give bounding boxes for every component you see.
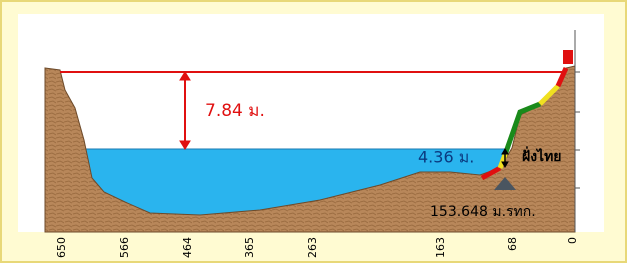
x-axis-label: 650 xyxy=(55,237,68,258)
bank-label: ฝั่งไทย xyxy=(522,146,562,165)
x-axis-label: 0 xyxy=(566,237,579,244)
x-axis-label: 163 xyxy=(434,237,447,258)
x-axis-label: 365 xyxy=(243,237,256,258)
x-axis-label: 566 xyxy=(118,237,131,258)
depth-label: 4.36 ม. xyxy=(418,148,474,167)
x-axis-label: 464 xyxy=(181,237,194,258)
bed-level-label: 153.648 ม.รทก. xyxy=(430,204,536,220)
freeboard-label: 7.84 ม. xyxy=(205,101,265,121)
x-axis-label: 263 xyxy=(306,237,319,258)
page: 7.84 ม. 4.36 ม. ฝั่งไทย 153.648 ม.รทก. 6… xyxy=(0,0,627,263)
marker xyxy=(563,50,573,64)
diagram: 7.84 ม. 4.36 ม. ฝั่งไทย 153.648 ม.รทก. 6… xyxy=(0,0,627,263)
x-axis-label: 68 xyxy=(506,237,519,251)
